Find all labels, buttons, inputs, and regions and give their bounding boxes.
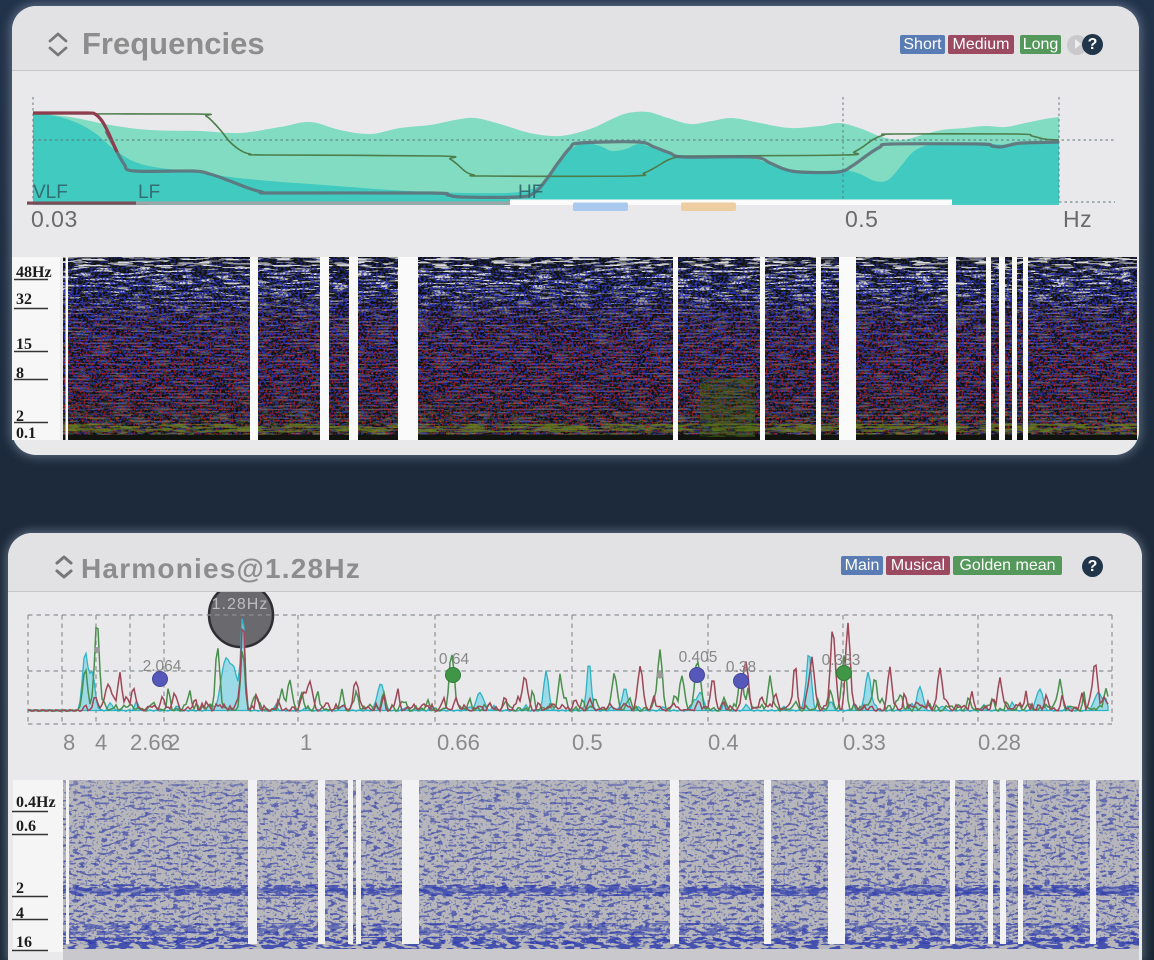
svg-text:0.03: 0.03 <box>31 206 78 232</box>
svg-text:2: 2 <box>16 408 24 425</box>
svg-text:LF: LF <box>138 182 160 203</box>
svg-text:2: 2 <box>16 880 24 897</box>
svg-text:8: 8 <box>16 365 24 382</box>
svg-text:4: 4 <box>95 730 107 755</box>
svg-text:0.5: 0.5 <box>845 206 878 232</box>
svg-text:0.38: 0.38 <box>726 659 756 676</box>
svg-text:4: 4 <box>16 905 24 922</box>
svg-text:0.4Hz: 0.4Hz <box>16 794 56 811</box>
svg-text:2.66: 2.66 <box>130 730 173 755</box>
svg-text:16: 16 <box>16 934 32 951</box>
svg-text:0.5: 0.5 <box>572 730 603 755</box>
svg-text:0.1: 0.1 <box>16 425 36 442</box>
svg-text:HF: HF <box>518 182 543 203</box>
svg-text:1: 1 <box>300 730 312 755</box>
svg-text:0.33: 0.33 <box>843 730 886 755</box>
svg-text:48Hz: 48Hz <box>16 264 52 281</box>
svg-text:32: 32 <box>16 291 32 308</box>
svg-text:0.6: 0.6 <box>16 818 36 835</box>
svg-text:1.28Hz: 1.28Hz <box>212 596 269 613</box>
svg-text:Hz: Hz <box>1063 206 1092 232</box>
svg-text:2: 2 <box>168 730 180 755</box>
svg-text:15: 15 <box>16 336 32 353</box>
svg-text:0.405: 0.405 <box>679 649 718 666</box>
svg-text:0.4: 0.4 <box>708 730 739 755</box>
svg-text:8: 8 <box>63 730 75 755</box>
svg-text:0.333: 0.333 <box>822 652 861 669</box>
svg-text:VLF: VLF <box>33 182 68 203</box>
svg-text:2.064: 2.064 <box>143 658 182 675</box>
svg-text:0.28: 0.28 <box>978 730 1021 755</box>
svg-text:0.66: 0.66 <box>437 730 480 755</box>
svg-text:0.64: 0.64 <box>439 651 470 668</box>
